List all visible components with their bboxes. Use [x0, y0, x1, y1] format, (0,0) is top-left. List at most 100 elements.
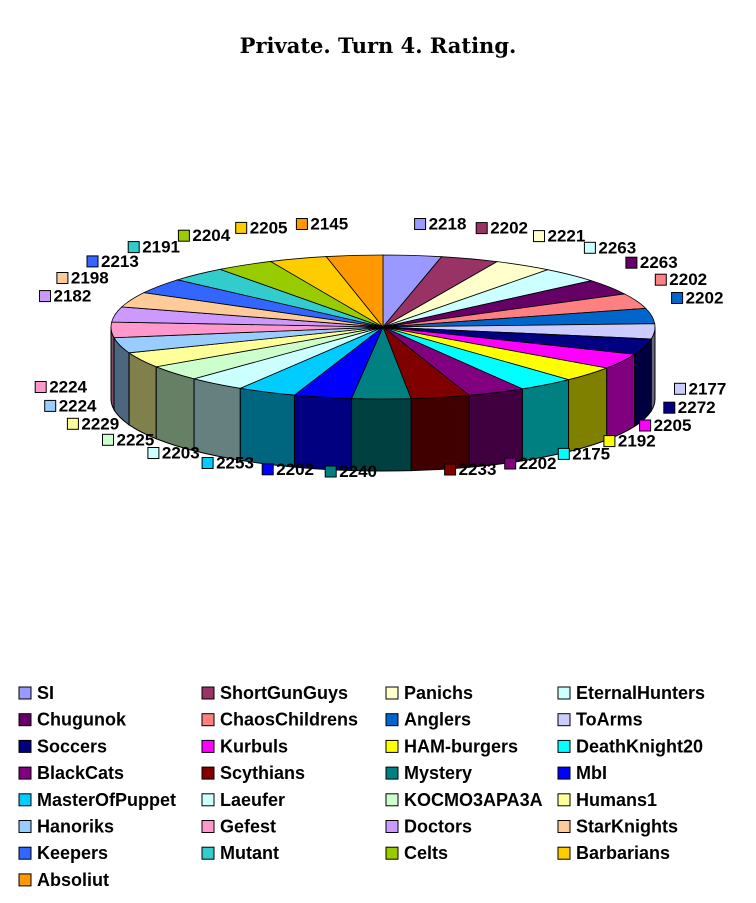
legend-item-gefest: Gefest: [201, 817, 276, 837]
data-label-key: [177, 229, 190, 242]
data-label-value: 2253: [216, 454, 254, 473]
legend-item-mutant: Mutant: [201, 843, 279, 863]
legend-swatch: [385, 846, 399, 860]
data-label-hanoriks: 2224: [44, 396, 97, 415]
legend-label: DeathKnight20: [576, 736, 703, 756]
legend-swatch: [201, 793, 215, 807]
data-label-key: [475, 222, 488, 235]
legend-label: Anglers: [404, 710, 471, 730]
chart-title: Private. Turn 4. Rating.: [240, 33, 517, 58]
data-label-key: [102, 433, 114, 446]
data-label-value: 2218: [429, 215, 467, 234]
data-label-key: [66, 417, 79, 430]
data-label-value: 2182: [54, 287, 92, 306]
legend-swatch: [557, 713, 571, 727]
side-wall-laeufer: [193, 378, 241, 461]
data-label-ham-burgers: 2192: [603, 432, 656, 451]
data-label-key: [324, 465, 337, 478]
legend-label: HAM-burgers: [404, 736, 518, 756]
data-label-kurbuls: 2205: [639, 416, 692, 435]
data-label-celts: 2204: [177, 226, 231, 245]
legend-item-chaoschildrens: ChaosChildrens: [201, 710, 358, 730]
legend-swatch: [385, 793, 399, 807]
data-label-key: [557, 447, 570, 460]
data-label-key: [533, 230, 545, 243]
slice-absoliut: [325, 254, 384, 329]
data-label-laeufer: 2203: [147, 444, 200, 463]
legend-label: MbI: [576, 763, 607, 783]
legend-item-masterofpuppet: MasterOfPuppet: [18, 790, 176, 810]
legend-swatch: [557, 739, 571, 753]
legend-item-mbi: MbI: [557, 763, 607, 783]
data-label-doctors: 2182: [39, 287, 92, 306]
legend-label: Hanoriks: [37, 817, 114, 837]
legend-swatch: [18, 739, 32, 753]
legend-swatch: [201, 820, 215, 833]
legend-swatch: [18, 793, 32, 807]
legend-swatch: [201, 739, 215, 753]
legend-label: Humans1: [576, 790, 657, 810]
legend-item-chugunok: Chugunok: [18, 710, 127, 730]
data-label-eternalhunters: 2263: [583, 238, 636, 257]
legend-item-laeufer: Laeufer: [201, 790, 285, 810]
data-labels: 2218 2202 22212263226322022202217722722205…: [34, 215, 727, 481]
data-label-gefest: 2224: [34, 378, 88, 397]
data-label-value: 2202: [276, 460, 314, 479]
data-label-value: 2202: [519, 454, 557, 473]
legend-item-anglers: Anglers: [385, 710, 471, 730]
legend-item-scythians: Scythians: [201, 763, 305, 783]
legend-item-shortgunguys: ShortGunGuys: [201, 683, 348, 703]
legend-label: Mystery: [404, 763, 472, 783]
legend-swatch: [18, 686, 32, 700]
data-label-key: [603, 435, 616, 448]
data-label-key: [295, 218, 308, 230]
data-label-deathknight20: 2175: [557, 444, 610, 463]
data-label-value: 2205: [654, 416, 692, 435]
legend-label: Chugunok: [37, 710, 127, 730]
legend-swatch: [201, 713, 215, 727]
legend-label: Absoliut: [37, 870, 109, 890]
legend-item-eternalhunters: EternalHunters: [557, 683, 705, 703]
legend-label: Doctors: [404, 817, 472, 837]
legend-swatch: [18, 713, 32, 727]
data-label-value: 2229: [81, 414, 119, 433]
legend-label: ShortGunGuys: [220, 683, 348, 703]
data-label-value: 2263: [598, 238, 636, 257]
data-label-absoliut: 2145: [295, 215, 348, 234]
legend-item-doctors: Doctors: [385, 817, 472, 837]
data-label-key: [583, 241, 596, 254]
data-label-mystery: 2240: [324, 462, 377, 481]
data-label-shortgunguys: 2202: [475, 219, 528, 238]
data-label-mbi: 2202: [261, 460, 314, 479]
legend-label: StarKnights: [576, 817, 678, 837]
legend-item-starknights: StarKnights: [557, 817, 678, 837]
data-label-key: [625, 256, 638, 269]
data-label-value: 2177: [689, 379, 727, 398]
legend-swatch: [385, 766, 399, 780]
legend-label: BlackCats: [37, 763, 124, 783]
legend-label: MasterOfPuppet: [37, 790, 176, 810]
data-label-starknights: 2198: [56, 269, 109, 288]
legend-swatch: [557, 820, 571, 833]
legend-item-absoliut: Absoliut: [18, 870, 109, 890]
legend-label: SI: [37, 683, 54, 703]
data-label-key: [639, 419, 652, 432]
legend-label: Kurbuls: [220, 736, 288, 756]
legend-swatch: [18, 820, 32, 833]
legend-label: Barbarians: [576, 843, 670, 863]
legend-item-mystery: Mystery: [385, 763, 472, 783]
legend-item-ham-burgers: HAM-burgers: [385, 736, 518, 756]
side-wall-ham-burgers: [568, 367, 608, 453]
data-label-key: [674, 382, 686, 395]
legend-label: Mutant: [220, 843, 279, 863]
data-label-humans1: 2229: [66, 414, 119, 433]
legend-item-humans1: Humans1: [557, 790, 657, 810]
data-label-key: [34, 381, 47, 393]
data-label-value: 2204: [192, 226, 230, 245]
data-label-key: [127, 241, 140, 254]
legend-item-kurbuls: Kurbuls: [201, 736, 288, 756]
legend-swatch: [385, 713, 399, 727]
data-label-value: 2202: [669, 270, 707, 289]
legend-item-keepers: Keepers: [18, 843, 108, 863]
